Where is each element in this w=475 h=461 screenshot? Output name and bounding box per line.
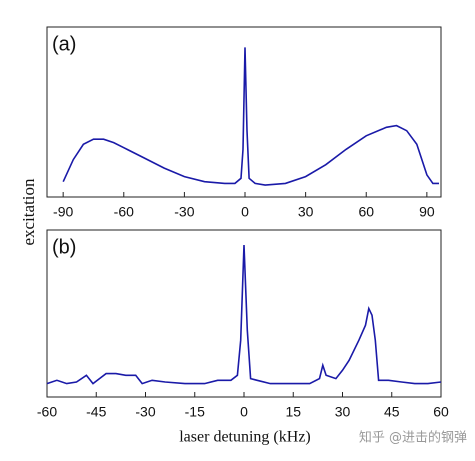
x-tick-label: -60 (114, 204, 134, 220)
panel-label: (b) (52, 236, 76, 258)
x-tick-label: 15 (285, 404, 301, 420)
x-tick-label: -15 (185, 404, 205, 420)
x-tick-label: -90 (53, 204, 73, 220)
x-tick-label: 30 (298, 204, 314, 220)
x-tick-label: -45 (86, 404, 106, 420)
panel-label: (a) (52, 33, 76, 55)
x-tick-label: 90 (419, 204, 435, 220)
x-tick-label: -30 (135, 404, 155, 420)
x-tick-label: 45 (384, 404, 400, 420)
plot-frame (46, 26, 442, 198)
data-line (46, 244, 442, 385)
y-axis-label: excitation (19, 178, 38, 246)
x-axis-label: laser detuning (kHz) (179, 429, 311, 446)
x-tick-label: 60 (433, 404, 449, 420)
x-tick-label: 0 (241, 204, 249, 220)
x-tick-label: -60 (37, 404, 57, 420)
data-line (62, 47, 439, 186)
watermark: 知乎 @进击的钢弹 (359, 430, 467, 446)
x-tick-label: 0 (240, 404, 248, 420)
x-tick-label: 30 (335, 404, 351, 420)
x-tick-label: 60 (358, 204, 374, 220)
x-tick-label: -30 (174, 204, 194, 220)
